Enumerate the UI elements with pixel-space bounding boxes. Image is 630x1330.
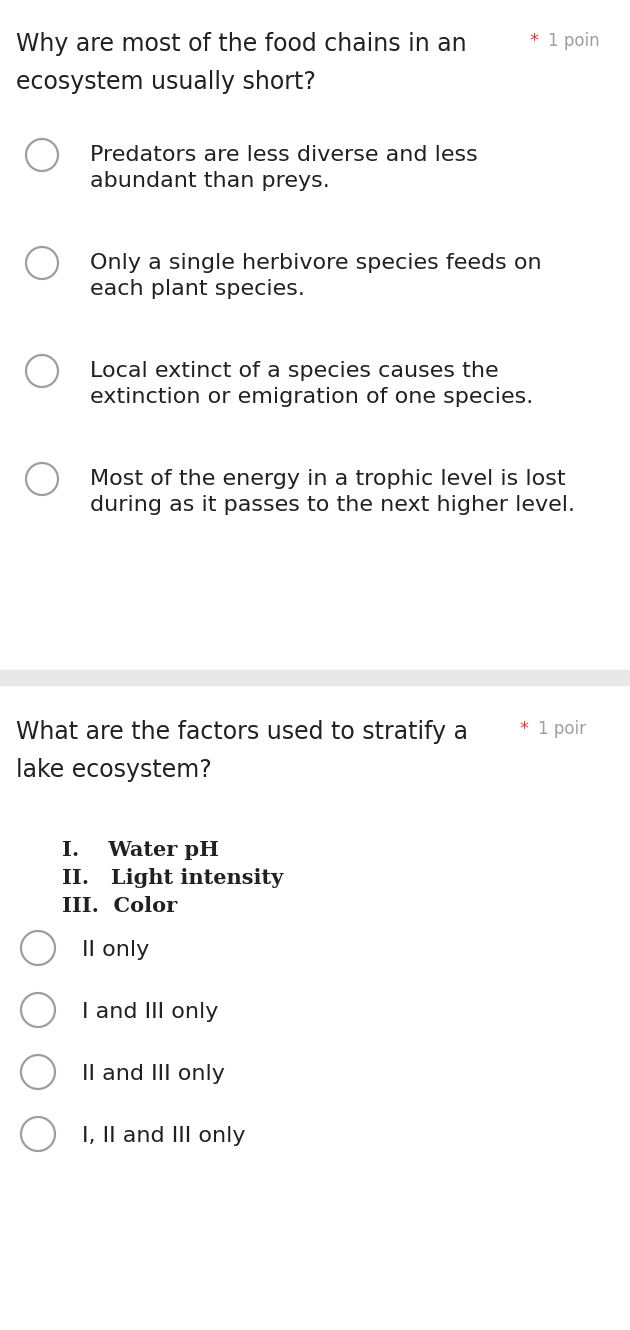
Text: I, II and III only: I, II and III only [82,1127,246,1146]
Text: Only a single herbivore species feeds on: Only a single herbivore species feeds on [90,253,542,273]
Text: during as it passes to the next higher level.: during as it passes to the next higher l… [90,495,575,515]
Text: each plant species.: each plant species. [90,279,305,299]
Text: 1 poin: 1 poin [548,32,600,51]
Text: III.  Color: III. Color [62,896,177,916]
Text: II.   Light intensity: II. Light intensity [62,868,284,888]
Text: II and III only: II and III only [82,1064,225,1084]
Text: Predators are less diverse and less: Predators are less diverse and less [90,145,478,165]
Text: extinction or emigration of one species.: extinction or emigration of one species. [90,387,533,407]
Text: Local extinct of a species causes the: Local extinct of a species causes the [90,360,498,380]
Text: II only: II only [82,940,149,960]
Text: *: * [520,720,535,738]
Text: Most of the energy in a trophic level is lost: Most of the energy in a trophic level is… [90,469,566,489]
Text: *: * [530,32,545,51]
Text: Why are most of the food chains in an: Why are most of the food chains in an [16,32,467,56]
Text: What are the factors used to stratify a: What are the factors used to stratify a [16,720,468,743]
Text: I.    Water pH: I. Water pH [62,841,219,861]
Bar [0,670,630,685]
Text: ecosystem usually short?: ecosystem usually short? [16,70,316,94]
Text: lake ecosystem?: lake ecosystem? [16,758,212,782]
Text: I and III only: I and III only [82,1001,219,1021]
Text: abundant than preys.: abundant than preys. [90,172,329,192]
Text: 1 poir: 1 poir [538,720,586,738]
